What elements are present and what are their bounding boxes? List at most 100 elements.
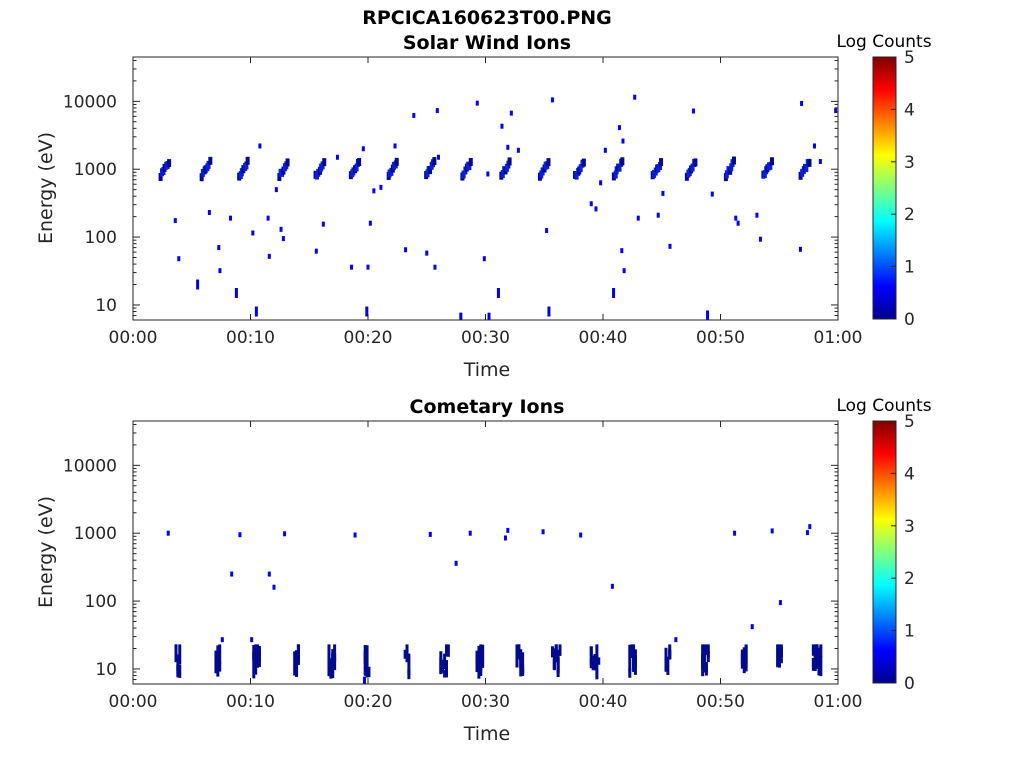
burst-cell	[521, 668, 525, 676]
x-tick-label: 00:10	[226, 692, 275, 712]
burst-cell	[333, 653, 337, 662]
burst-cell	[556, 657, 560, 674]
data-point	[335, 154, 339, 160]
burst-cell	[742, 647, 746, 674]
y-tick-label: 10000	[63, 456, 117, 476]
data-point	[365, 306, 369, 317]
colorbar-tick-label: 4	[904, 100, 915, 120]
data-point	[468, 530, 472, 536]
x-tick-label: 00:00	[109, 692, 158, 712]
data-point	[612, 287, 616, 298]
burst-cell	[363, 651, 367, 664]
data-point	[254, 306, 258, 317]
data-point	[217, 245, 221, 251]
burst-cell	[295, 650, 299, 677]
colorbar-tick-label: 3	[904, 153, 915, 173]
burst-cell	[819, 655, 823, 677]
data-point	[482, 256, 486, 262]
data-point	[321, 221, 325, 227]
burst-cell	[293, 651, 297, 676]
data-point	[173, 218, 177, 224]
data-point	[437, 154, 440, 160]
burst-cell	[664, 647, 668, 672]
burst-cell	[595, 655, 599, 680]
colorbar-tick-label: 0	[904, 310, 915, 330]
burst-cell	[581, 158, 586, 167]
burst-cell	[405, 644, 409, 663]
data-point	[433, 264, 437, 270]
burst-cell	[432, 157, 437, 166]
colorbar-tick-label: 5	[904, 412, 915, 432]
burst-cell	[703, 644, 707, 664]
plot-frame	[132, 420, 839, 685]
burst-cell	[815, 644, 819, 658]
burst-cell	[620, 157, 625, 166]
axes: 00:00 00:10 00:20 00:30 00:40 00:50 01:00 10 100…	[63, 57, 863, 348]
colorbar-ticks: 0 1 2 3 4 5	[891, 48, 915, 330]
burst-cell	[296, 644, 300, 660]
data-point	[509, 110, 513, 116]
burst-cell	[550, 646, 554, 658]
burst-cell	[589, 646, 593, 669]
x-tick-label: 00:00	[109, 328, 158, 348]
x-tick-label: 00:50	[696, 328, 745, 348]
burst-cell	[521, 652, 525, 676]
burst-cell	[403, 649, 407, 659]
cometary-panel: Cometary Ions 00:00 00:10 00:20 00:30 00:40 0…	[35, 396, 932, 745]
colorbar-tick-label: 3	[904, 517, 915, 537]
burst-cell	[443, 669, 447, 678]
data-point	[486, 171, 490, 177]
burst-cell	[690, 163, 695, 172]
data-point	[250, 637, 254, 643]
data-point	[361, 146, 365, 152]
burst-cell	[365, 645, 369, 666]
burst-cell	[552, 648, 556, 670]
burst-cell	[819, 644, 823, 658]
burst-cell	[333, 658, 337, 671]
data-point	[267, 571, 271, 577]
data-point	[603, 147, 607, 153]
y-tick-label: 100	[85, 228, 117, 248]
data-point	[258, 143, 262, 149]
burst-cell	[515, 644, 519, 660]
data-point	[230, 571, 234, 577]
burst-cell	[428, 166, 433, 175]
burst-cell	[256, 646, 260, 668]
burst-cell	[475, 651, 479, 668]
data-point	[281, 236, 285, 242]
burst-cell	[633, 649, 637, 668]
panel-title: Cometary Ions	[410, 396, 565, 418]
data-point	[770, 528, 774, 534]
burst-cell	[706, 650, 710, 663]
data-point	[366, 264, 370, 270]
burst-cell	[589, 646, 593, 657]
data-point	[177, 256, 181, 262]
burst-cell	[613, 170, 618, 179]
burst-cell	[804, 164, 809, 173]
burst-cell	[744, 645, 748, 668]
burst-cell	[214, 650, 218, 674]
data-point	[506, 144, 510, 150]
axes: 00:00 00:10 00:20 00:30 00:40 00:50 01:00 10 100…	[63, 421, 863, 712]
data-point	[267, 253, 271, 259]
burst-cell	[519, 649, 523, 662]
burst-cell	[554, 644, 558, 663]
burst-cell	[630, 649, 634, 658]
burst-cell	[729, 163, 734, 172]
data-point	[579, 532, 583, 538]
data-point	[710, 191, 714, 197]
burst-cell	[817, 647, 821, 664]
burst-cell	[617, 163, 622, 172]
data-point	[393, 143, 397, 149]
burst-cell	[446, 644, 450, 657]
plot-marks	[158, 94, 838, 320]
data-point	[620, 248, 624, 254]
burst-cell	[333, 644, 337, 661]
data-point	[487, 312, 491, 320]
burst-cell	[218, 662, 222, 672]
data-point	[503, 535, 507, 541]
y-axis-label: Energy (eV)	[35, 496, 57, 608]
burst-cell	[659, 158, 664, 167]
data-point	[594, 206, 598, 212]
burst-cell	[628, 668, 632, 678]
